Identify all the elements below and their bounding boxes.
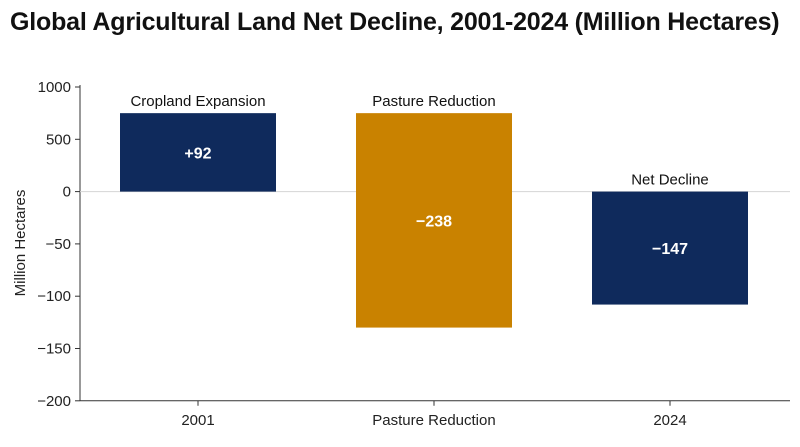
bar xyxy=(356,113,512,328)
y-tick-label: −150 xyxy=(37,341,71,358)
y-tick-label: −200 xyxy=(37,393,71,410)
y-tick-label: 500 xyxy=(46,131,71,148)
x-tick-label: 2001 xyxy=(181,412,214,429)
y-tick-label: 1000 xyxy=(38,79,71,96)
chart-title: Global Agricultural Land Net Decline, 20… xyxy=(10,8,780,36)
x-tick-label: Pasture Reduction xyxy=(372,412,495,429)
bar xyxy=(592,191,748,305)
bar-value-label: −238 xyxy=(416,213,452,230)
x-tick-label: 2024 xyxy=(653,412,686,429)
bar-value-label: −147 xyxy=(652,241,688,258)
bar-top-label: Pasture Reduction xyxy=(372,93,495,110)
bar xyxy=(120,113,276,192)
bar-top-label: Net Decline xyxy=(631,172,709,189)
y-tick-label: −50 xyxy=(46,236,71,253)
bar-value-label: +92 xyxy=(184,145,211,162)
y-tick-label: 0 xyxy=(63,184,71,201)
y-axis-label: Million Hectares xyxy=(12,190,29,297)
bar-top-label: Cropland Expansion xyxy=(130,93,265,110)
y-tick-label: −100 xyxy=(37,288,71,305)
